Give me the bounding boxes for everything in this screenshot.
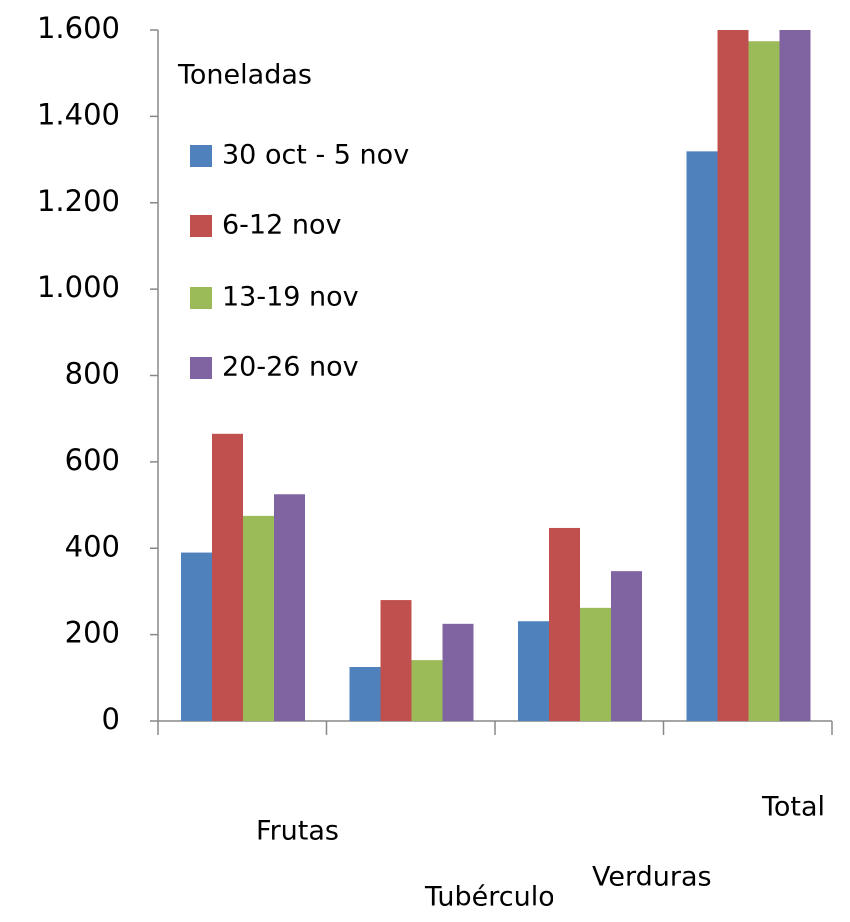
bar [349,667,381,721]
y-tick-label: 400 [65,529,120,563]
y-tick-label: 0 [102,702,120,736]
legend-swatch [190,215,212,237]
bar [748,41,780,721]
y-tick-label: 1.400 [37,97,120,131]
bar [411,660,443,721]
legend-label: 13-19 nov [222,282,359,313]
y-tick-label: 1.000 [37,270,120,304]
legend-swatch [190,357,212,379]
bar [442,623,474,721]
bar [580,607,611,721]
y-tick-label: 1.600 [37,11,120,45]
x-tick-label: Total [761,792,825,823]
bar [518,621,549,721]
bar [181,552,212,721]
legend-label: 6-12 nov [222,210,341,241]
legend-title: Toneladas [177,60,312,91]
bar [212,433,243,721]
bar [611,571,642,721]
y-tick-label: 1.200 [37,184,120,218]
y-tick-label: 600 [65,443,120,477]
bar [274,494,305,721]
x-tick-label: Frutas [256,816,339,847]
y-tick-label: 800 [65,357,120,391]
y-tick-label: 200 [65,616,120,650]
bar [380,600,412,721]
x-tick-label: Verduras [592,862,712,893]
bar [243,515,274,721]
legend-label: 30 oct - 5 nov [222,140,409,171]
bar [717,30,749,721]
legend-label: 20-26 nov [222,352,359,383]
x-tick-label: Tubérculos [424,882,569,913]
legend-swatch [190,287,212,309]
bar [686,151,718,721]
bar [549,527,580,721]
bar [779,30,811,721]
legend-swatch [190,145,212,167]
